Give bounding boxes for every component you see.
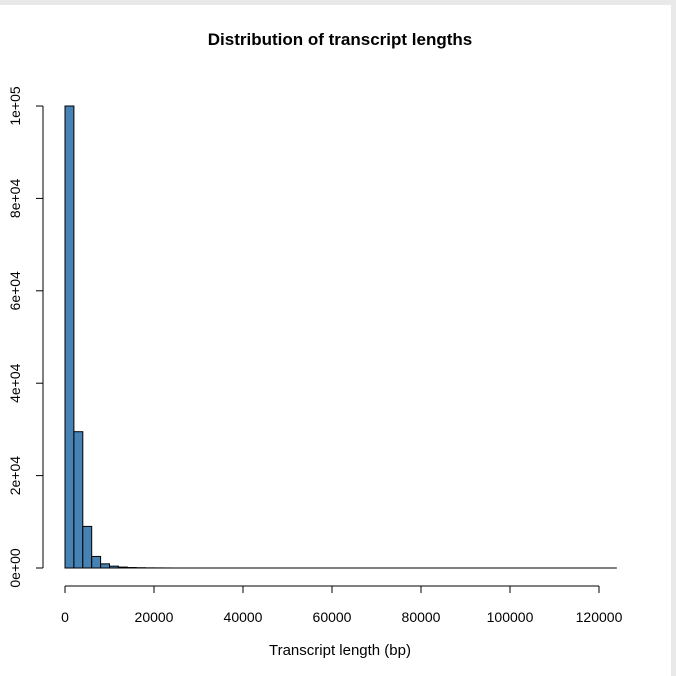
x-tick-label: 20000 [135,609,174,625]
x-tick-label: 40000 [224,609,263,625]
x-axis: 0 20000 40000 60000 80000 100000 120000 [61,585,623,625]
y-tick-label: 4e+04 [7,363,23,403]
y-tick-label: 8e+04 [7,179,23,219]
x-axis-label: Transcript length (bp) [269,642,411,659]
histogram-bar [82,525,93,569]
histogram-bar [64,105,75,569]
y-tick-label: 0e+00 [7,548,23,588]
x-tick-label: 0 [61,609,69,625]
x-tick-label: 60000 [313,609,352,625]
y-tick-label: 6e+04 [7,271,23,311]
histogram-chart: Distribution of transcript lengths 0 2000… [7,30,623,659]
x-tick-label: 120000 [576,609,623,625]
y-tick-label: 1e+05 [7,86,23,126]
chart-title: Distribution of transcript lengths [208,30,472,49]
y-axis: 0e+00 2e+04 4e+04 6e+04 8e+04 1e+05 [7,86,44,588]
y-tick-label: 2e+04 [7,456,23,496]
histogram-bar [73,431,84,569]
x-tick-label: 100000 [487,609,534,625]
histogram-bar [100,563,110,569]
histogram-bar [91,555,102,569]
bars-group [64,105,173,569]
x-tick-label: 80000 [402,609,441,625]
